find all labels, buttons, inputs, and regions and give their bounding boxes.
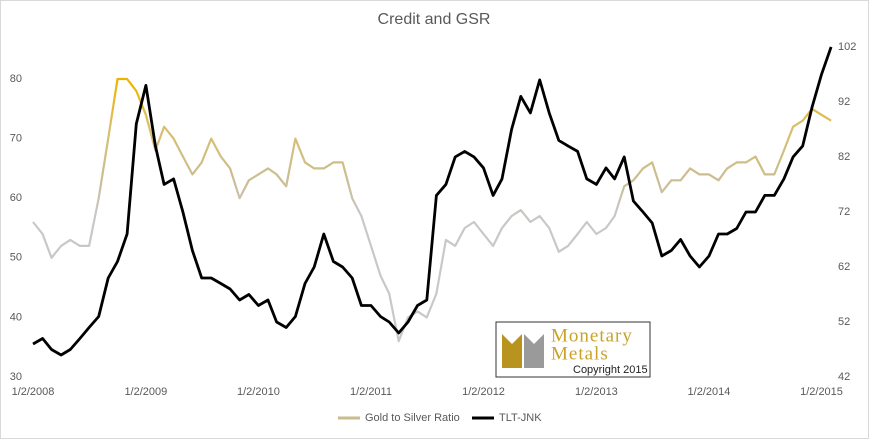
x-tick-label: 1/2/2008	[12, 386, 55, 398]
y-tick-label: 70	[10, 133, 22, 145]
x-tick-label: 1/2/2014	[688, 386, 731, 398]
y2-tick-label: 72	[838, 206, 850, 218]
x-tick-label: 1/2/2011	[350, 386, 392, 398]
y2-tick-label: 52	[838, 316, 850, 328]
y2-tick-label: 62	[838, 261, 850, 273]
logo-icon	[502, 334, 522, 368]
legend: Gold to Silver Ratio TLT-JNK	[338, 412, 542, 424]
x-tick-label: 1/2/2009	[124, 386, 167, 398]
y2-tick-label: 82	[838, 151, 850, 163]
logo-icon	[524, 334, 544, 368]
x-tick-label: 1/2/2012	[462, 386, 505, 398]
y-tick-label: 60	[10, 192, 22, 204]
legend-label: TLT-JNK	[499, 412, 542, 424]
logo: Monetary Metals Copyright 2015	[495, 321, 651, 378]
legend-label: Gold to Silver Ratio	[365, 412, 460, 424]
logo-line2: Metals	[551, 343, 609, 364]
y2-tick-label: 92	[838, 96, 850, 108]
y-tick-label: 30	[10, 371, 22, 383]
series-line	[32, 77, 832, 343]
plot-area: 30 40 50 60 70 80 42 52 62 72 82 92 102 1/2/2008 1/2/2…	[10, 41, 857, 398]
x-tick-label: 1/2/2013	[575, 386, 618, 398]
y2-tick-label: 42	[838, 371, 850, 383]
y-tick-label: 50	[10, 252, 22, 264]
x-tick-label: 1/2/2010	[237, 386, 280, 398]
y-tick-label: 40	[10, 311, 22, 323]
chart-title: Credit and GSR	[378, 11, 491, 28]
logo-line1: Monetary	[551, 325, 633, 346]
logo-copyright: Copyright 2015	[573, 364, 648, 376]
y-tick-label: 80	[10, 73, 22, 85]
y2-tick-label: 102	[838, 41, 856, 53]
series-line	[32, 46, 833, 357]
x-tick-label: 1/2/2015	[800, 386, 843, 398]
